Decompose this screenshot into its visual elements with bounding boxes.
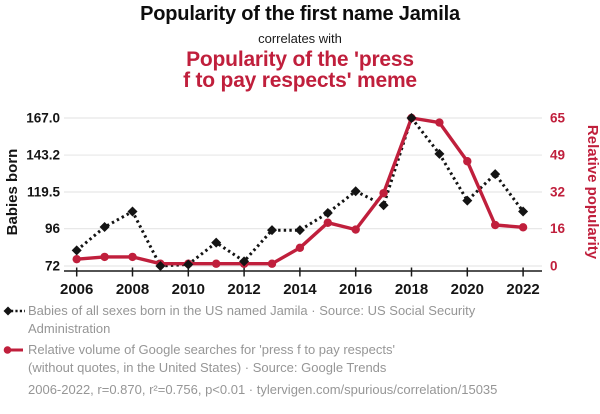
x-axis-tick-label: 2014	[283, 281, 317, 298]
right-axis-title: Relative popularity	[584, 125, 600, 260]
legend-item-babies: Babies of all sexes born in the US named…	[3, 302, 475, 338]
series-meme-marker	[463, 157, 472, 166]
series-babies-marker	[322, 208, 333, 219]
series-babies-marker	[183, 259, 194, 270]
chart-area: 167.0 65 143.2 49 119.5 32 96 16 72 0 2006 2008 2010…	[0, 96, 600, 304]
left-axis-tick-label: 96	[45, 221, 61, 236]
legend-line: (without quotes, in the United States) ·…	[28, 360, 387, 375]
series-babies-marker	[378, 200, 389, 211]
series-babies-marker	[462, 195, 473, 206]
left-axis-tick-label: 167.0	[26, 111, 60, 126]
series-babies-marker	[71, 245, 82, 256]
subtitle-line-1: Popularity of the 'press	[186, 48, 414, 71]
series-babies-marker	[490, 169, 501, 180]
x-axis-tick-label: 2022	[506, 281, 539, 298]
right-axis-tick-label: 65	[550, 111, 566, 126]
x-axis-tick-label: 2020	[451, 281, 484, 298]
legend-label: Relative volume of Google searches for '…	[25, 341, 395, 377]
left-axis-tick-label: 143.2	[26, 148, 60, 163]
left-axis-title: Babies born	[4, 149, 21, 236]
subtitle: Popularity of the 'press f to pay respec…	[0, 49, 600, 91]
x-axis-tick-label: 2012	[227, 281, 260, 298]
chart-svg: 167.0 65 143.2 49 119.5 32 96 16 72 0 2006 2008 2010…	[4, 111, 600, 299]
series-babies-marker	[294, 225, 305, 236]
series-babies-line	[75, 114, 525, 268]
series-babies-marker	[211, 237, 222, 248]
correlates-with-text: correlates with	[258, 31, 342, 46]
series-babies-marker	[350, 186, 361, 197]
series-meme-marker	[351, 225, 360, 234]
series-meme-marker	[212, 259, 221, 268]
series-meme-marker	[435, 118, 444, 127]
x-axis-tick-label: 2008	[116, 281, 149, 298]
series-meme-marker	[323, 218, 332, 227]
diamond-dashed-icon	[3, 305, 25, 317]
right-axis-tick-label: 0	[550, 259, 558, 274]
series-meme-marker	[518, 223, 528, 232]
series-babies-marker	[406, 113, 417, 123]
subtitle-line-2: f to pay respects' meme	[183, 69, 417, 92]
series-meme-marker	[491, 220, 500, 230]
series-meme-marker	[72, 254, 81, 264]
series-meme-marker	[128, 252, 137, 262]
series-meme-marker	[379, 188, 388, 198]
series-babies-marker	[434, 148, 445, 159]
legend-label: Babies of all sexes born in the US named…	[25, 302, 475, 338]
x-axis-tick-label: 2006	[60, 281, 93, 298]
right-axis-tick-label: 32	[550, 185, 565, 200]
legend-item-meme: Relative volume of Google searches for '…	[3, 341, 395, 377]
series-meme-marker	[100, 252, 109, 262]
x-axis-tick-label: 2016	[339, 281, 372, 298]
x-axis-tick-label: 2018	[395, 281, 428, 298]
series-meme-line	[76, 116, 524, 266]
left-axis-tick-label: 119.5	[27, 185, 61, 200]
series-babies-marker	[99, 222, 110, 233]
legend-line: Administration	[28, 321, 111, 336]
footer-stats: 2006-2022, r=0.870, r²=0.756, p<0.01 · t…	[28, 382, 498, 397]
legend-line: Babies of all sexes born in the US named…	[28, 303, 476, 318]
legend-line: Relative volume of Google searches for '…	[28, 342, 395, 357]
page-title: Popularity of the first name Jamila	[140, 3, 460, 25]
series-meme-marker	[267, 259, 277, 268]
x-axis-tick-label: 2010	[172, 281, 205, 298]
series-babies-marker	[518, 206, 529, 217]
series-babies-marker	[267, 225, 277, 236]
right-axis-tick-label: 16	[550, 221, 566, 236]
series-babies-marker	[127, 206, 138, 217]
series-meme-marker	[295, 243, 305, 252]
series-babies-marker	[239, 256, 250, 267]
right-axis-tick-label: 49	[550, 148, 565, 163]
left-axis-tick-label: 72	[45, 259, 60, 274]
series-babies-marker	[155, 261, 166, 271]
circle-solid-icon	[3, 344, 25, 356]
